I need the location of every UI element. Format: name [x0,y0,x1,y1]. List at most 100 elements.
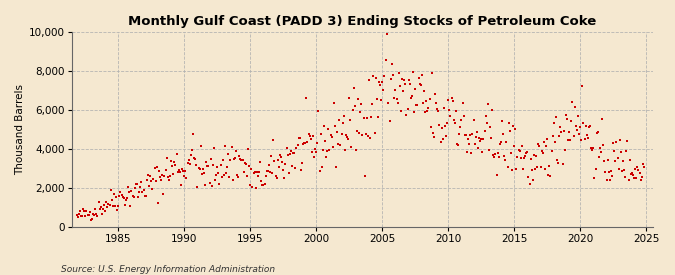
Point [481,121,492,125]
Point [545,174,556,179]
Point [418,101,429,105]
Point [74,208,85,213]
Point [526,168,537,172]
Point [232,173,242,177]
Point [553,161,564,166]
Point [240,161,251,166]
Point [467,132,478,136]
Point [186,148,197,152]
Point [593,155,604,160]
Point [468,118,479,122]
Point [156,178,167,182]
Point [611,140,622,144]
Point [500,158,511,163]
Point [259,182,270,186]
Point [104,203,115,208]
Point [211,173,221,177]
Point [331,165,342,169]
Point [551,158,562,162]
Point [343,137,354,141]
Point [254,170,265,174]
Point [214,182,225,186]
Point [366,115,377,119]
Point [516,144,527,148]
Point [189,156,200,160]
Point [572,114,583,119]
Point [591,131,602,135]
Point [599,159,610,163]
Point [172,170,183,174]
Point [502,164,513,169]
Point [235,157,246,161]
Point [618,159,628,163]
Point [381,32,392,37]
Point [427,71,437,75]
Point [478,137,489,141]
Point [504,129,515,133]
Point [370,76,381,80]
Point [176,183,186,188]
Point [460,133,471,137]
Point [373,80,384,84]
Point [555,125,566,129]
Point [402,106,413,111]
Point [369,131,380,135]
Point [464,142,475,146]
Point [562,117,572,121]
Point [133,194,144,199]
Point [421,98,431,103]
Point [107,204,118,208]
Point [299,141,310,146]
Point [336,131,347,136]
Point [542,137,553,141]
Point [345,118,356,122]
Point [485,124,495,129]
Point [317,164,327,169]
Point [111,195,122,199]
Point [237,158,248,162]
Point [112,208,123,212]
Point [439,123,450,128]
Point [224,175,235,179]
Point [263,163,274,167]
Point [364,136,375,140]
Point [465,133,476,138]
Point [532,165,543,169]
Point [497,132,508,136]
Point [248,171,259,175]
Point [223,152,234,156]
Point [385,119,396,123]
Point [401,112,412,117]
Point [589,176,600,181]
Point [201,160,212,164]
Point [119,203,130,207]
Point [569,105,580,110]
Point [266,154,277,158]
Point [300,141,310,145]
Point [134,190,144,194]
Point [577,83,588,88]
Point [148,177,159,182]
Point [326,135,337,139]
Point [200,182,211,187]
Point [184,158,194,162]
Point [608,141,618,145]
Point [180,169,191,173]
Point [418,89,429,93]
Point [196,172,207,176]
Point [560,113,571,117]
Point [188,132,198,136]
Point [471,130,482,134]
Point [576,138,587,142]
Point [492,151,503,155]
Point [225,158,236,162]
Point [284,170,294,175]
Point [397,77,408,81]
Point [455,125,466,129]
Point [302,139,313,144]
Point [431,101,441,106]
Point [216,175,227,180]
Point [566,119,576,123]
Point [457,101,468,105]
Point [306,150,317,154]
